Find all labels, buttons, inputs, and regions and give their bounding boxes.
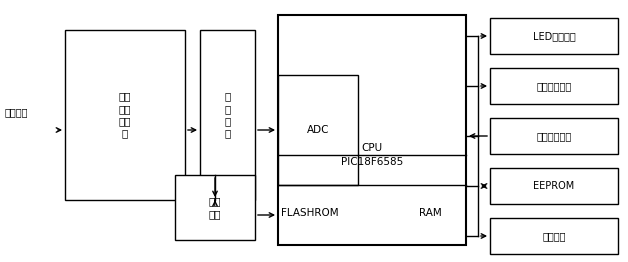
Text: 输入电流: 输入电流	[5, 107, 28, 117]
Text: CPU
PIC18F6585: CPU PIC18F6585	[341, 143, 403, 167]
Bar	[278, 75, 358, 185]
Bar	[65, 30, 185, 200]
Text: 执行回路: 执行回路	[542, 231, 566, 241]
Text: LED数码显示: LED数码显示	[533, 31, 575, 41]
Bar	[200, 30, 255, 200]
Text: 串行通信接口: 串行通信接口	[536, 81, 571, 91]
Text: 零序
电流
互感
器: 零序 电流 互感 器	[119, 91, 131, 139]
Bar	[175, 175, 255, 240]
Bar	[490, 68, 618, 104]
Bar	[278, 15, 466, 245]
Bar	[490, 168, 618, 204]
Text: ADC: ADC	[306, 125, 329, 135]
Text: RAM: RAM	[419, 208, 441, 218]
Text: 电源
模块: 电源 模块	[208, 196, 221, 219]
Bar	[490, 118, 618, 154]
Text: EEPROM: EEPROM	[533, 181, 575, 191]
Text: 信
号
处
理: 信 号 处 理	[224, 91, 230, 139]
Text: FLASHROM: FLASHROM	[281, 208, 339, 218]
Text: 人机接口电路: 人机接口电路	[536, 131, 571, 141]
Bar	[490, 18, 618, 54]
Bar	[490, 218, 618, 254]
